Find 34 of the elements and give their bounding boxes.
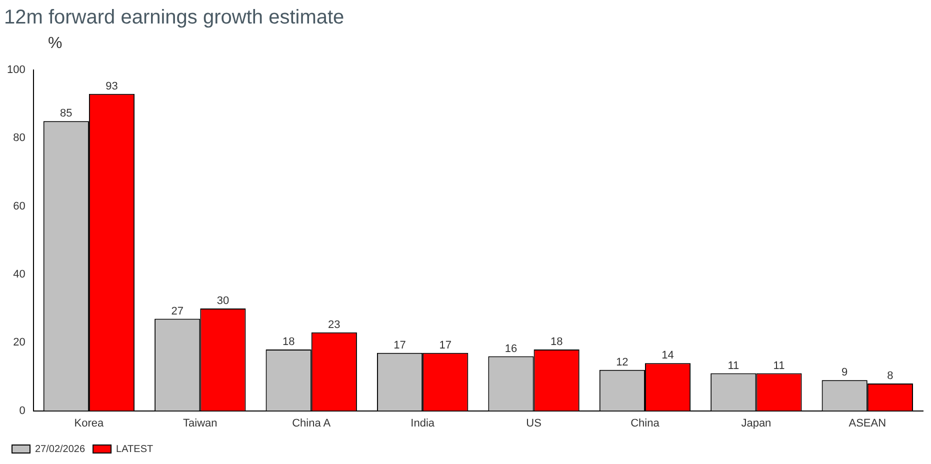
y-tick-label: 0 — [19, 404, 26, 417]
x-tick-label: India — [410, 417, 436, 430]
data-label: 17 — [439, 339, 452, 352]
y-tick-label: 40 — [13, 268, 26, 281]
x-tick-label: US — [526, 417, 542, 430]
data-label: 18 — [550, 336, 563, 348]
data-label: 93 — [106, 80, 118, 92]
x-tick-label: Korea — [74, 417, 105, 430]
legend-label: LATEST — [116, 444, 154, 455]
x-tick-label: China A — [292, 417, 332, 430]
y-tick-label: 100 — [6, 64, 26, 76]
data-label: 12 — [616, 356, 628, 368]
data-label: 8 — [887, 370, 894, 382]
data-label: 30 — [216, 295, 230, 308]
data-label: 14 — [662, 350, 674, 362]
x-tick-label: ASEAN — [848, 417, 886, 430]
data-label: 16 — [504, 342, 518, 355]
y-tick-label: 60 — [13, 200, 26, 212]
data-label: 9 — [842, 366, 848, 379]
y-tick-label: 80 — [13, 132, 26, 144]
data-label: 17 — [394, 339, 406, 352]
data-label: 85 — [60, 108, 72, 120]
data-label: 23 — [328, 318, 340, 331]
y-tick-label: 20 — [13, 336, 26, 349]
data-label: 11 — [773, 360, 785, 372]
y-axis-title: % — [48, 35, 62, 52]
legend-label: 27/02/2026 — [35, 444, 86, 455]
x-tick-label: Japan — [741, 417, 772, 430]
data-label: 11 — [728, 360, 740, 372]
data-label: 27 — [171, 305, 184, 318]
data-label: 18 — [282, 336, 295, 348]
x-tick-label: China — [630, 417, 660, 430]
x-tick-label: Taiwan — [183, 417, 218, 430]
chart-title: 12m forward earnings growth estimate — [4, 6, 344, 29]
